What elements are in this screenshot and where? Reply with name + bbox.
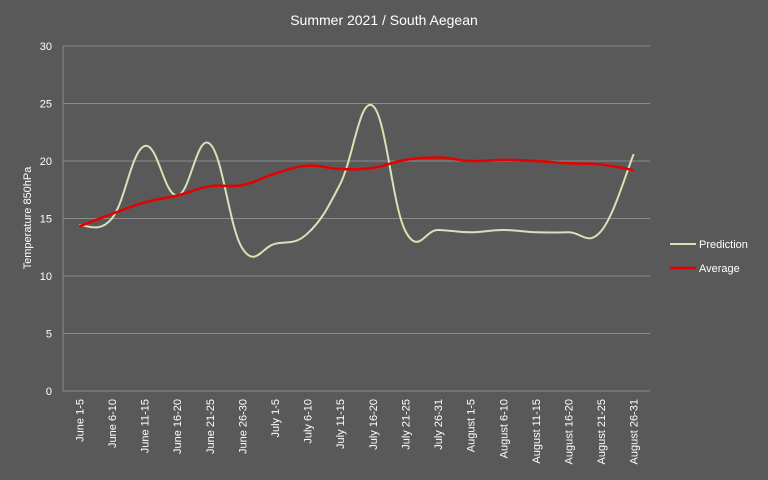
x-tick-label: August 1-5 — [466, 399, 478, 452]
y-tick-label: 20 — [40, 156, 52, 168]
y-axis-label: Temperature 850hPa — [22, 166, 34, 270]
legend: Prediction Average — [670, 239, 748, 275]
x-tick-label: August 26-31 — [629, 399, 641, 464]
x-tick-label: June 21-25 — [205, 399, 217, 454]
chart-title: Summer 2021 / South Aegean — [290, 12, 478, 28]
series-line-average — [78, 156, 634, 228]
x-tick-label: June 26-30 — [237, 399, 249, 454]
y-tick-label: 10 — [40, 271, 52, 283]
legend-label-prediction: Prediction — [699, 239, 748, 251]
x-tick-label: August 16-20 — [563, 399, 575, 464]
y-tick-label: 30 — [40, 41, 52, 53]
y-tick-label: 25 — [40, 99, 52, 111]
x-tick-label: July 1-5 — [270, 399, 282, 438]
y-axis-ticks: 0 5 10 15 20 25 30 — [40, 41, 52, 398]
x-tick-label: July 11-15 — [335, 399, 347, 449]
gridlines — [62, 45, 650, 392]
x-tick-label: July 6-10 — [303, 399, 315, 444]
x-tick-label: July 26-31 — [433, 399, 445, 450]
y-tick-label: 5 — [46, 329, 52, 341]
x-tick-label: July 21-25 — [400, 399, 412, 450]
x-axis-ticks: June 1-5 June 6-10 June 11-15 June 16-20 Jun… — [74, 399, 640, 464]
x-tick-label: July 16-20 — [368, 399, 380, 450]
legend-label-average: Average — [699, 263, 740, 275]
x-tick-label: June 11-15 — [140, 399, 152, 453]
x-tick-label: August 11-15 — [531, 399, 543, 464]
x-tick-label: August 6-10 — [498, 399, 510, 458]
series-lines — [78, 103, 635, 258]
x-tick-label: June 6-10 — [107, 399, 119, 448]
y-tick-label: 0 — [46, 386, 52, 398]
series-line-prediction — [79, 103, 635, 258]
x-tick-label: June 1-5 — [74, 399, 86, 442]
x-tick-label: June 16-20 — [172, 399, 184, 454]
x-tick-label: August 21-25 — [596, 399, 608, 464]
y-tick-label: 15 — [40, 214, 52, 226]
